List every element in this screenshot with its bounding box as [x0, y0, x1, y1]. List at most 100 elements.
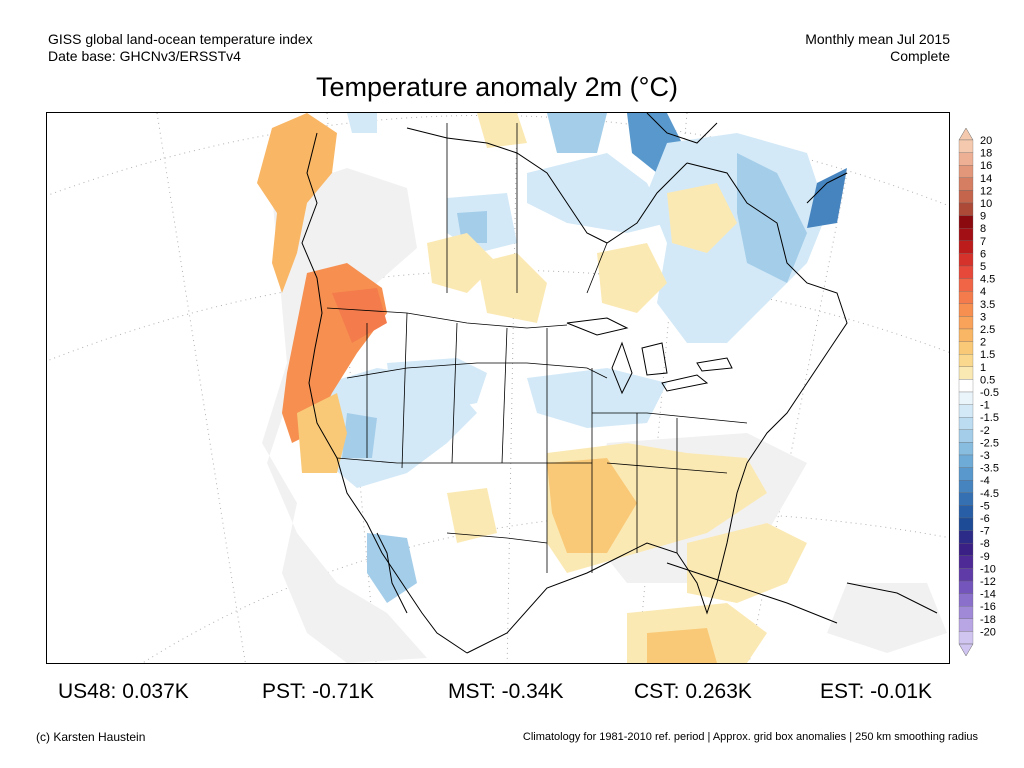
colorbar-swatch — [958, 291, 974, 304]
colorbar-label: -10 — [980, 563, 996, 575]
method-note: Climatology for 1981-2010 ref. period | … — [522, 731, 978, 743]
colorbar-label: -5 — [980, 500, 990, 512]
completeness: Complete — [890, 48, 950, 64]
map-title: Temperature anomaly 2m (°C) — [316, 72, 678, 102]
colorbar-swatch — [958, 505, 974, 519]
colorbar-swatch — [958, 442, 974, 456]
colorbar-swatch — [958, 177, 974, 191]
colorbar-label: 7 — [980, 236, 986, 248]
colorbar-swatch — [958, 480, 974, 493]
colorbar-label: 5 — [980, 261, 986, 273]
colorbar: 201816141210987654.543.532.521.510.5-0.5… — [958, 127, 999, 656]
colorbar-labels: 201816141210987654.543.532.521.510.5-0.5… — [980, 135, 999, 638]
colorbar-swatch — [958, 618, 974, 632]
colorbar-label: 0.5 — [980, 374, 995, 386]
colorbar-swatch — [958, 492, 974, 506]
colorbar-swatch — [958, 139, 974, 153]
colorbar-swatch — [958, 265, 974, 279]
colorbar-swatch — [958, 228, 974, 241]
warm-anomalies — [257, 113, 807, 663]
colorbar-label: 16 — [980, 160, 992, 172]
colorbar-label: 3 — [980, 311, 986, 323]
colorbar-label: 2 — [980, 337, 986, 349]
colorbar-label: -20 — [980, 626, 996, 638]
colorbar-label: 18 — [980, 148, 992, 160]
colorbar-label: -12 — [980, 576, 996, 588]
colorbar-label: -2 — [980, 425, 990, 437]
colorbar-swatch — [958, 215, 974, 229]
colorbar-swatch — [958, 278, 974, 292]
colorbar-swatch — [958, 631, 974, 645]
colorbar-swatch — [958, 303, 974, 317]
colorbar-arrow-top — [958, 127, 974, 141]
stat-mst: MST: -0.34K — [448, 680, 564, 703]
colorbar-label: -4.5 — [980, 488, 999, 500]
regional-stats: US48: 0.037K PST: -0.71K MST: -0.34K CST… — [0, 678, 1024, 706]
cool-anomalies — [327, 113, 847, 603]
anomaly-map — [46, 112, 950, 664]
colorbar-label: 2.5 — [980, 324, 995, 336]
colorbar-swatch — [958, 253, 974, 267]
dataset-info: GISS global land-ocean temperature index… — [48, 31, 313, 65]
colorbar-swatch — [958, 328, 974, 342]
colorbar-label: 10 — [980, 198, 992, 210]
colorbar-label: 4 — [980, 286, 986, 298]
colorbar-label: -3 — [980, 450, 990, 462]
period-info: Monthly mean Jul 2015 Complete — [700, 31, 950, 65]
colorbar-label: 12 — [980, 185, 992, 197]
colorbar-label: -16 — [980, 601, 996, 613]
colorbar-swatch — [958, 530, 974, 544]
colorbar-swatch — [958, 391, 974, 405]
colorbar-swatch — [958, 568, 974, 582]
colorbar-swatch — [958, 580, 974, 594]
great-lakes — [566, 317, 733, 395]
data-base: Date base: GHCNv3/ERSSTv4 — [48, 48, 241, 64]
colorbar-label: -9 — [980, 551, 990, 563]
colorbar-swatch — [958, 555, 974, 569]
stat-est: EST: -0.01K — [820, 680, 933, 703]
colorbar-swatch — [958, 429, 974, 443]
colorbar-swatch — [958, 366, 974, 380]
colorbar-label: 4.5 — [980, 274, 995, 286]
colorbar-swatch — [958, 454, 974, 468]
colorbar-swatch — [958, 165, 974, 178]
colorbar-swatch — [958, 316, 974, 330]
colorbar-swatch — [958, 202, 974, 216]
stat-cst: CST: 0.263K — [634, 680, 752, 703]
colorbar-label: 1.5 — [980, 349, 995, 361]
colorbar-label: 14 — [980, 173, 992, 185]
stat-us48: US48: 0.037K — [58, 680, 189, 703]
colorbar-label: -4 — [980, 475, 990, 487]
colorbar-swatch — [958, 190, 974, 204]
colorbar-label: -7 — [980, 526, 990, 538]
colorbar-label: -14 — [980, 589, 996, 601]
colorbar-swatches — [958, 127, 974, 656]
colorbar-label: -2.5 — [980, 437, 999, 449]
colorbar-swatch — [958, 379, 974, 393]
colorbar-label: -6 — [980, 513, 990, 525]
colorbar-swatch — [958, 354, 974, 367]
colorbar-swatch — [958, 341, 974, 355]
colorbar-swatch — [958, 606, 974, 619]
colorbar-label: 20 — [980, 135, 992, 147]
credit: (c) Karsten Haustein — [36, 730, 146, 744]
stat-pst: PST: -0.71K — [262, 680, 375, 703]
colorbar-swatch — [958, 152, 974, 166]
colorbar-label: -3.5 — [980, 463, 999, 475]
colorbar-label: 9 — [980, 211, 986, 223]
colorbar-label: -8 — [980, 538, 990, 550]
colorbar-label: -0.5 — [980, 387, 999, 399]
dataset-name: GISS global land-ocean temperature index — [48, 31, 313, 47]
colorbar-label: 3.5 — [980, 299, 995, 311]
colorbar-swatch — [958, 543, 974, 556]
colorbar-label: -1 — [980, 400, 990, 412]
colorbar-label: 1 — [980, 362, 986, 374]
colorbar-swatch — [958, 517, 974, 531]
boundaries — [326, 123, 748, 573]
colorbar-swatch — [958, 240, 974, 254]
map-canvas — [47, 113, 949, 663]
colorbar-label: -1.5 — [980, 412, 999, 424]
coastlines — [301, 113, 938, 654]
colorbar-swatch — [958, 593, 974, 607]
period: Monthly mean Jul 2015 — [805, 31, 950, 47]
